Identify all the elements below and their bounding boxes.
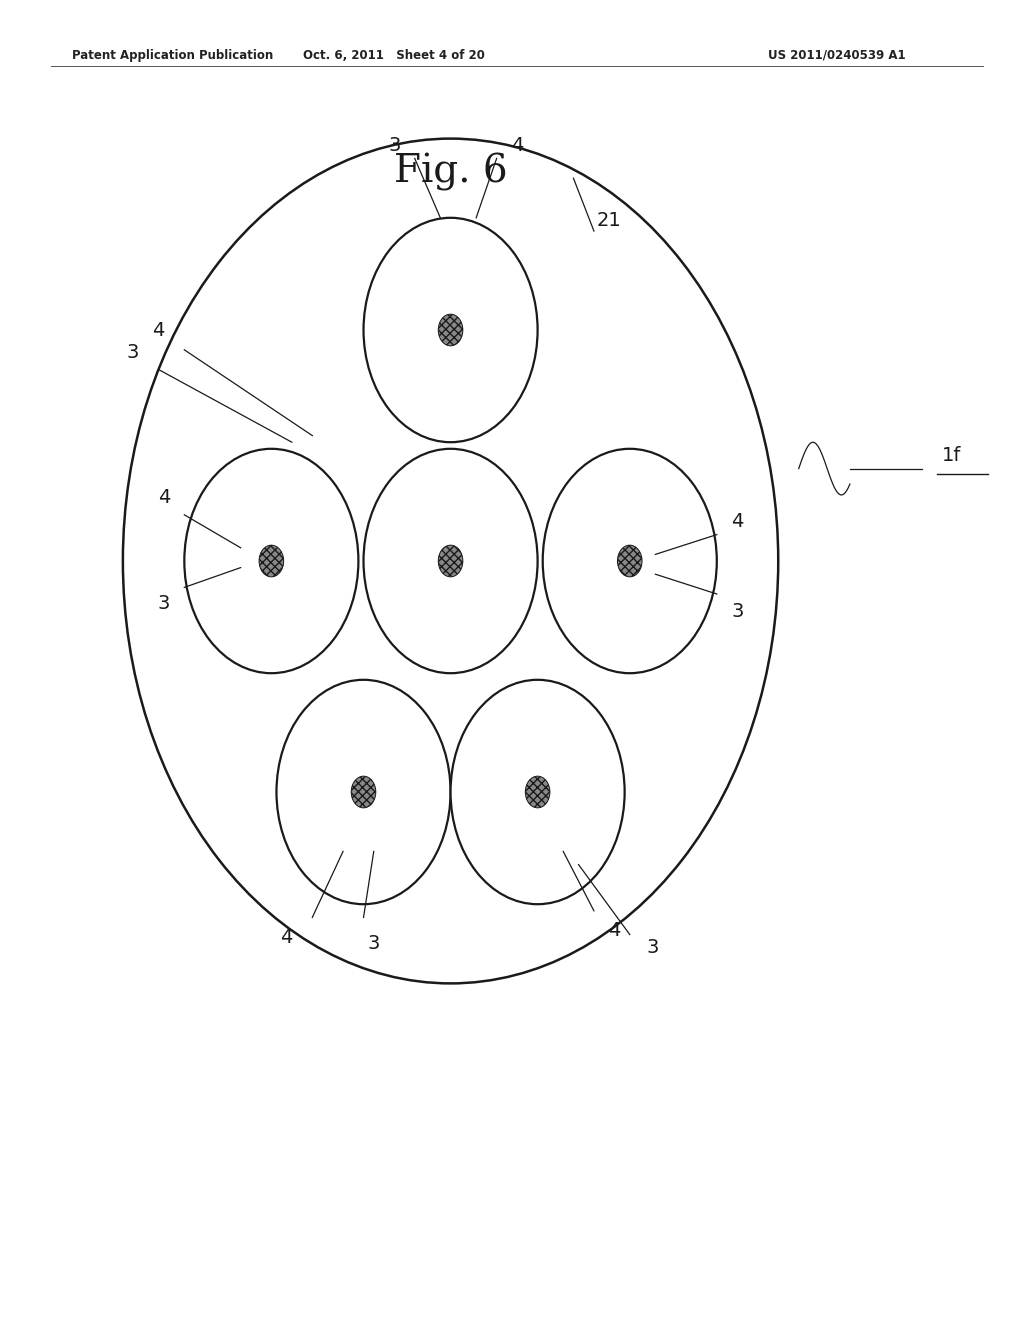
Circle shape [525,776,550,808]
Text: 4: 4 [281,928,293,946]
Circle shape [451,680,625,904]
Circle shape [438,545,463,577]
Text: 1f: 1f [942,446,962,465]
Text: 4: 4 [608,921,621,940]
Text: 21: 21 [597,211,622,230]
Text: 3: 3 [368,935,380,953]
Text: 4: 4 [731,512,743,531]
Circle shape [364,218,538,442]
Text: Patent Application Publication: Patent Application Publication [72,49,273,62]
Text: Fig. 6: Fig. 6 [394,153,507,190]
Circle shape [184,449,358,673]
Text: 4: 4 [158,488,170,507]
Text: US 2011/0240539 A1: US 2011/0240539 A1 [768,49,905,62]
Circle shape [276,680,451,904]
Circle shape [351,776,376,808]
Text: 3: 3 [158,594,170,612]
Text: 3: 3 [731,602,743,620]
Text: 3: 3 [388,136,400,154]
Text: Oct. 6, 2011   Sheet 4 of 20: Oct. 6, 2011 Sheet 4 of 20 [303,49,485,62]
Circle shape [364,449,538,673]
Text: 4: 4 [153,321,165,339]
Circle shape [617,545,642,577]
Text: 3: 3 [127,343,139,362]
Text: 3: 3 [646,939,658,957]
Circle shape [438,314,463,346]
Text: 4: 4 [511,136,523,154]
Circle shape [259,545,284,577]
Circle shape [543,449,717,673]
